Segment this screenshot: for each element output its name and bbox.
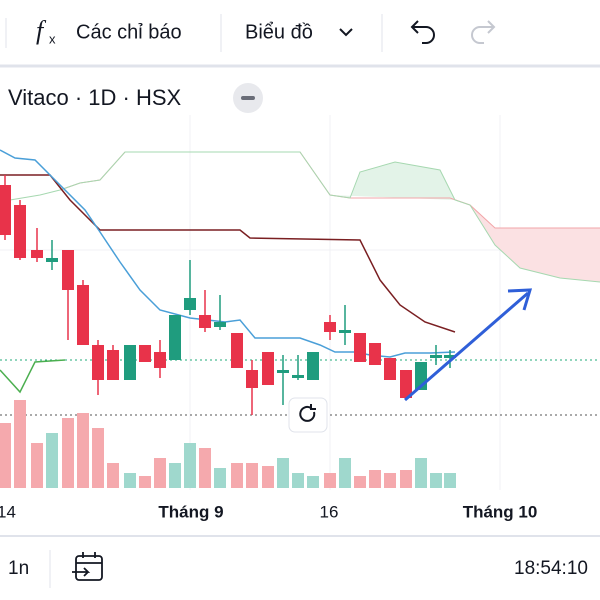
candle-body <box>277 370 289 373</box>
candle-body <box>292 375 304 378</box>
x-label: Tháng 10 <box>463 502 538 521</box>
cloud <box>60 152 600 282</box>
volume-bar <box>354 476 366 488</box>
candle-body <box>92 345 104 380</box>
fx-icon-x: x <box>49 31 56 46</box>
chart-type-label: Biểu đồ <box>245 21 313 43</box>
toolbar <box>0 0 600 66</box>
volume-bar <box>246 463 258 488</box>
volume-bar <box>292 473 304 488</box>
chevron <box>339 28 353 37</box>
indicators-label: Các chỉ báo <box>76 21 182 43</box>
volume-bar <box>400 470 412 488</box>
volume-bar <box>415 458 427 488</box>
base-line <box>0 174 456 333</box>
candle-body <box>214 322 226 327</box>
volume-bar <box>124 473 136 488</box>
candle-body <box>0 185 11 235</box>
candle-body <box>307 352 319 380</box>
candles <box>0 175 456 415</box>
volume-bar <box>77 413 89 488</box>
volume-bar <box>324 473 336 488</box>
volume <box>0 400 456 488</box>
volume-bar <box>31 443 43 488</box>
volume-bar <box>444 473 456 488</box>
arrow <box>404 291 529 402</box>
volume-bar <box>154 458 166 488</box>
volume-bar <box>0 423 11 488</box>
candle-body <box>46 258 58 262</box>
volume-bar <box>262 466 274 488</box>
candle-body <box>246 370 258 388</box>
volume-bar <box>169 463 181 488</box>
candle-body <box>430 355 442 358</box>
volume-bar <box>231 463 243 488</box>
volume-bar <box>107 463 119 488</box>
volume-bar <box>307 476 319 488</box>
range-button[interactable]: 1n <box>8 558 29 579</box>
candle-body <box>107 350 119 380</box>
candle-body <box>62 250 74 290</box>
grid <box>0 115 600 490</box>
candle-body <box>324 322 336 332</box>
volume-bar <box>339 458 351 488</box>
volume-bar <box>369 470 381 488</box>
chart-type-button[interactable]: Biểu đồ <box>245 21 353 43</box>
x-label: 14 <box>0 502 16 521</box>
symbol-label: Vitaco · 1D · HSX <box>8 85 182 110</box>
volume-bar <box>214 468 226 488</box>
volume-bar <box>14 400 26 488</box>
candle-body <box>262 352 274 385</box>
volume-bar <box>430 473 442 488</box>
candle-body <box>14 205 26 258</box>
candle-body <box>139 345 151 362</box>
candle-body <box>400 370 412 398</box>
span-a <box>9 151 600 283</box>
volume-bar <box>139 476 151 488</box>
candle-body <box>231 333 243 368</box>
x-label: 16 <box>320 502 339 521</box>
arrow-head <box>507 288 533 311</box>
candle-body <box>444 355 456 358</box>
date-button[interactable] <box>72 552 103 581</box>
candle-body <box>339 330 351 333</box>
volume-bar <box>277 458 289 488</box>
candle-body <box>77 285 89 345</box>
candle-body <box>184 298 196 310</box>
candle-body <box>154 352 166 368</box>
candle-body <box>369 343 381 365</box>
reset-button[interactable] <box>288 397 328 433</box>
cloud-green <box>330 162 455 200</box>
candle-body <box>384 358 396 380</box>
volume-bar <box>46 433 58 488</box>
indicators-button[interactable]: f x Các chỉ báo <box>36 16 182 46</box>
x-label: Tháng 9 <box>158 502 223 521</box>
candle-body <box>169 315 181 360</box>
candle-body <box>124 345 136 380</box>
fx-icon: f <box>36 16 47 45</box>
reset-icon <box>299 404 316 422</box>
volume-bar <box>184 443 196 488</box>
candle-body <box>31 250 43 258</box>
candle-body <box>354 333 366 362</box>
collapse-icon <box>241 96 255 100</box>
clock: 18:54:10 <box>514 558 588 579</box>
volume-bar <box>62 418 74 488</box>
volume-bar <box>92 428 104 488</box>
volume-bar <box>384 473 396 488</box>
candle-body <box>199 315 211 328</box>
undo-button[interactable] <box>410 20 435 44</box>
volume-bar <box>199 448 211 488</box>
lagging-line <box>0 359 66 394</box>
redo-button[interactable] <box>471 20 496 44</box>
